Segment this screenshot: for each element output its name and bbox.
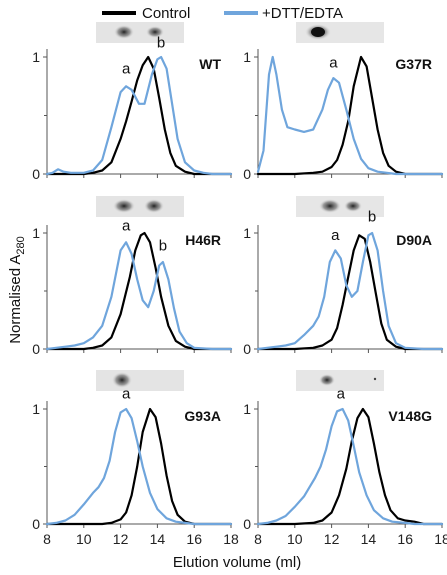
peak-label-a: a <box>329 55 338 72</box>
peak-label-a: a <box>122 218 131 235</box>
y-tick-label: 1 <box>32 225 40 241</box>
panel-h46r: 0 1 H46R a b <box>32 218 233 357</box>
panel-title: V148G <box>388 408 432 424</box>
gel-image-d90a <box>296 196 384 217</box>
legend-treated-label: +DTT/EDTA <box>262 5 343 22</box>
x-tick-label: 8 <box>254 531 262 547</box>
gel-strips <box>96 22 384 391</box>
y-tick-label: 1 <box>243 49 251 65</box>
peak-label-b: b <box>159 237 167 254</box>
peak-label-b: b <box>368 208 376 225</box>
control-series-line <box>256 55 444 176</box>
treated-series-line <box>256 231 444 351</box>
peak-label-a: a <box>122 386 131 403</box>
x-tick-label: 10 <box>287 531 303 547</box>
x-tick-label: 8 <box>43 531 51 547</box>
y-tick-label: 1 <box>32 49 40 65</box>
y-axis-title-main: Normalised A <box>7 255 24 344</box>
panel-wt: 0 1 WT a b <box>32 35 233 182</box>
treated-series-line <box>256 407 444 526</box>
gel-image-g37r <box>296 22 384 43</box>
legend: Control +DTT/EDTA <box>102 5 343 22</box>
peak-label-a: a <box>122 60 131 77</box>
panel-title: G93A <box>184 408 221 424</box>
treated-series-line <box>45 407 233 526</box>
control-series-line <box>45 231 233 351</box>
y-tick-label: 1 <box>243 225 251 241</box>
control-series-line <box>256 407 444 526</box>
panel-title: D90A <box>396 232 432 248</box>
x-axis-title: Elution volume (ml) <box>173 554 301 571</box>
control-series-line <box>45 55 233 176</box>
treated-series-line <box>45 241 233 351</box>
panel-g37r: 0 1 G37R a <box>243 49 444 182</box>
y-axis-title: Normalised A280 <box>7 236 27 344</box>
x-tick-label: 10 <box>76 531 92 547</box>
x-tick-label: 14 <box>150 531 166 547</box>
y-tick-label: 0 <box>32 341 40 357</box>
y-tick-label: 0 <box>243 166 251 182</box>
peak-label-b: b <box>157 35 165 52</box>
peak-label-a: a <box>331 227 340 244</box>
y-tick-label: 0 <box>32 166 40 182</box>
x-tick-label: 18 <box>434 531 447 547</box>
treated-series-line <box>256 55 444 176</box>
gel-image-h46r <box>96 196 184 217</box>
y-axis-title-subscript: 280 <box>15 236 27 254</box>
y-tick-label: 0 <box>243 516 251 532</box>
legend-control-label: Control <box>142 5 190 22</box>
gel-image-v148g <box>296 370 384 391</box>
panel-title: H46R <box>185 232 221 248</box>
panel-title: WT <box>199 56 221 72</box>
treated-series-line <box>45 55 233 176</box>
gel-image-g93a <box>96 370 184 391</box>
y-tick-label: 1 <box>32 401 40 417</box>
x-tick-label: 12 <box>113 531 129 547</box>
x-tick-label: 16 <box>397 531 413 547</box>
peak-label-a: a <box>337 386 346 403</box>
panel-title: G37R <box>395 56 432 72</box>
panel-d90a: 0 1 D90A a b <box>243 208 444 357</box>
y-tick-label: 0 <box>32 516 40 532</box>
x-tick-label: 14 <box>361 531 377 547</box>
y-tick-label: 0 <box>243 341 251 357</box>
y-tick-label: 1 <box>243 401 251 417</box>
control-series-line <box>45 407 233 526</box>
x-tick-label: 12 <box>324 531 340 547</box>
gel-image-wt <box>96 22 184 43</box>
control-series-line <box>256 234 444 351</box>
x-tick-label: 16 <box>186 531 202 547</box>
x-tick-label: 18 <box>223 531 239 547</box>
